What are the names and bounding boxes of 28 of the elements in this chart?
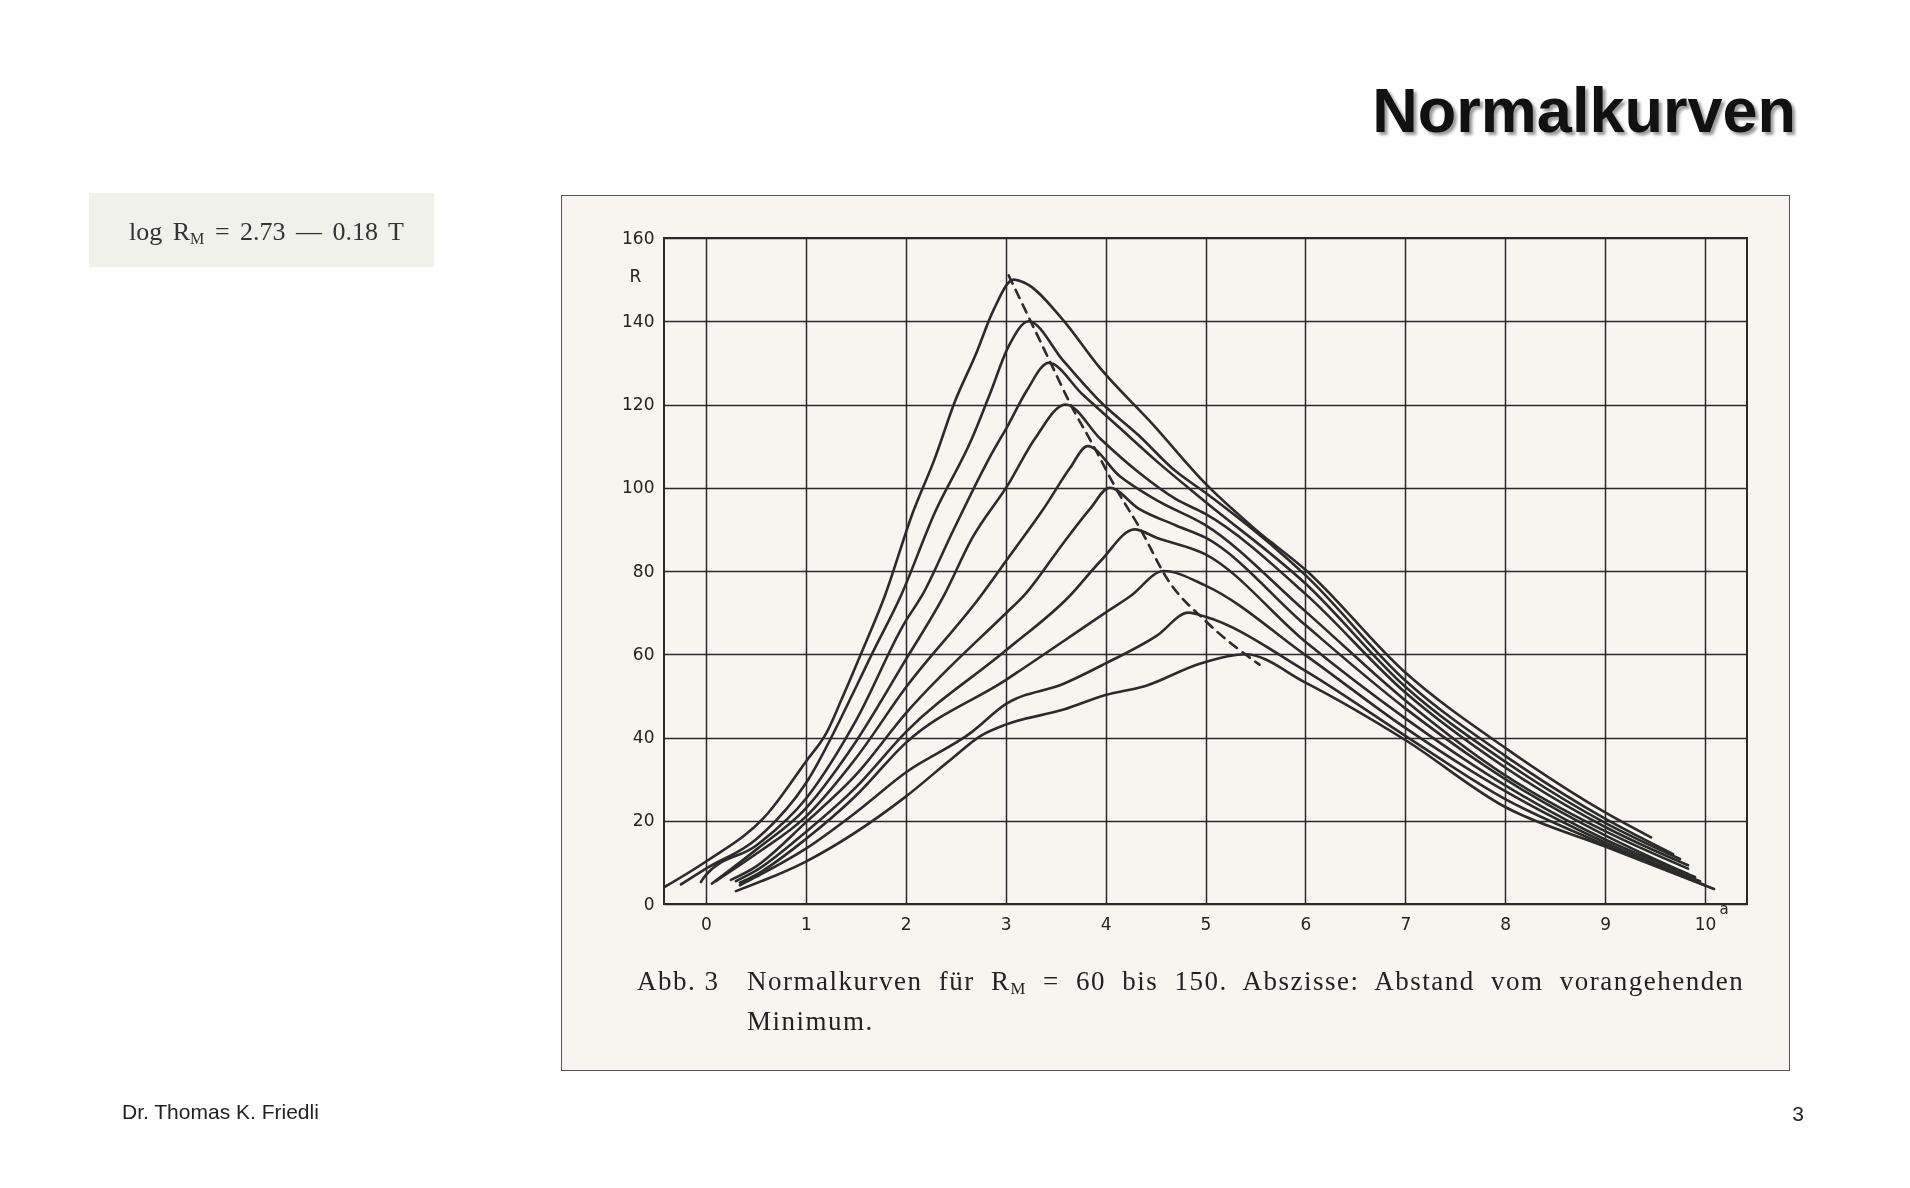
x-tick-label: 5 bbox=[1200, 913, 1212, 934]
y-tick-label: 20 bbox=[632, 810, 655, 831]
text: Normalkurven für R$_{M}$ = 60 bis 150. Abszisse: Abstand vom vorangehenden Minimum. bbox=[747, 966, 1745, 1036]
x-axis-title: a bbox=[1719, 899, 1729, 918]
chart-title: Normalkurven bbox=[1372, 74, 1796, 146]
x-tick-label: 4 bbox=[1100, 913, 1112, 934]
x-tick-label: 9 bbox=[1600, 913, 1612, 934]
y-tick-label: 0 bbox=[643, 893, 655, 914]
y-tick-label: 140 bbox=[622, 310, 655, 331]
y-tick-label: 40 bbox=[632, 727, 655, 747]
x-tick-label: 8 bbox=[1500, 913, 1512, 934]
y-tick-label: 80 bbox=[632, 560, 655, 581]
x-tick-label: 1 bbox=[800, 913, 812, 934]
y-tick-label: 60 bbox=[632, 643, 655, 664]
y-tick-label: 100 bbox=[622, 477, 655, 498]
text: 3 bbox=[1792, 1102, 1804, 1126]
caption: Abb. 3 bbox=[637, 965, 720, 998]
text: log R$_{M}$ = 2.73 — 0.18 T bbox=[129, 217, 404, 248]
x-tick-label: 0 bbox=[701, 913, 712, 934]
y-tick-label: 160 bbox=[622, 227, 655, 248]
x-tick-label: 3 bbox=[1000, 913, 1012, 934]
y-tick-label: 120 bbox=[622, 394, 655, 414]
x-tick-label: 10 bbox=[1694, 913, 1717, 934]
x-tick-label: 6 bbox=[1300, 913, 1312, 934]
x-tick-label: 2 bbox=[900, 913, 912, 934]
x-tick-label: 7 bbox=[1400, 913, 1412, 934]
y-axis-title: R bbox=[629, 265, 642, 286]
text: Dr. Thomas K. Friedli bbox=[122, 1100, 319, 1124]
